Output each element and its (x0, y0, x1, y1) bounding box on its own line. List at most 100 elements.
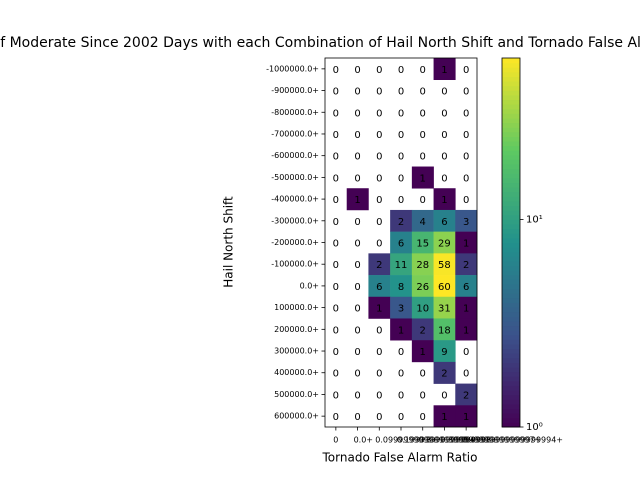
colorbar-frame (501, 57, 521, 428)
heatmap-cell (390, 296, 413, 319)
colorbar-segment (502, 371, 520, 377)
cell-label: 0 (376, 390, 382, 401)
x-axis-label: Tornado False Alarm Ratio (322, 451, 478, 465)
colorbar-segment (502, 362, 520, 368)
cell-label: 0 (463, 347, 469, 358)
cell-label: 0 (354, 369, 360, 380)
cell-label: 0 (398, 65, 404, 76)
y-tick-label: -900000.0+ (271, 86, 319, 95)
cell-label: 0 (398, 108, 404, 119)
cell-label: 0 (376, 65, 382, 76)
colorbar-segment (502, 136, 520, 142)
colorbar-segment (502, 422, 520, 428)
colorbar-segment (502, 131, 520, 137)
cell-label: 0 (463, 195, 469, 206)
heatmap-cell (411, 275, 434, 298)
colorbar-tick-label: 10⁰ (526, 422, 543, 433)
y-tick-label: 400000.0+ (274, 368, 319, 377)
cell-label: 1 (420, 347, 426, 358)
heatmap-cell (433, 318, 456, 341)
y-tick-label: -100000.0+ (271, 260, 319, 269)
x-tick-label: 0.0+ (354, 436, 373, 445)
cell-label: 0 (333, 412, 339, 423)
cell-label: 0 (354, 152, 360, 163)
colorbar-segment (502, 330, 520, 336)
colorbar-segment (502, 316, 520, 322)
cell-label: 0 (354, 239, 360, 250)
heatmap-cell (411, 166, 434, 189)
colorbar-segment (502, 76, 520, 82)
cell-label: 0 (376, 87, 382, 98)
cell-label: 0 (376, 195, 382, 206)
cell-label: 0 (441, 108, 447, 119)
cell-label: 15 (416, 239, 429, 250)
heatmap-cell (433, 275, 456, 298)
heatmap-cell (433, 296, 456, 319)
y-tick-label: 300000.0+ (274, 347, 319, 356)
cell-label: 3 (463, 217, 469, 228)
colorbar-segment (502, 413, 520, 419)
cell-label: 0 (333, 369, 339, 380)
heatmap-cell (368, 296, 391, 319)
colorbar-segment (502, 200, 520, 207)
colorbar-segment (502, 127, 520, 133)
cell-label: 0 (333, 239, 339, 250)
colorbar-segment (502, 247, 520, 253)
y-tick-label: -600000.0+ (271, 151, 319, 160)
colorbar-segment (502, 122, 520, 128)
colorbar-segment (502, 320, 520, 327)
cell-label: 0 (333, 195, 339, 206)
colorbar-segment (502, 256, 520, 262)
x-tick-label: 0.19999999999999998+ (397, 436, 498, 445)
cell-label: 6 (463, 282, 469, 293)
cell-label: 0 (354, 347, 360, 358)
colorbar-segment (502, 380, 520, 386)
y-tick-label: -800000.0+ (271, 108, 319, 117)
heatmap-cell (433, 253, 456, 276)
colorbar-segment (502, 164, 520, 170)
cell-label: 0 (398, 152, 404, 163)
cell-label: 0 (333, 130, 339, 141)
colorbar-segment (502, 325, 520, 331)
cell-label: 26 (416, 282, 429, 293)
cell-label: 0 (376, 130, 382, 141)
heatmap-cell (390, 275, 413, 298)
cell-label: 0 (333, 152, 339, 163)
cell-label: 2 (376, 260, 382, 271)
cell-label: 0 (420, 390, 426, 401)
cell-label: 0 (333, 260, 339, 271)
cell-label: 0 (354, 108, 360, 119)
heatmap-cell (455, 275, 478, 298)
cell-label: 60 (438, 282, 451, 293)
cell-label: 0 (398, 347, 404, 358)
colorbar-segment (502, 71, 520, 77)
cell-label: 6 (398, 239, 404, 250)
heatmap-cell (390, 318, 413, 341)
x-tick-label: 0.39999999999999997+ (440, 436, 541, 445)
cell-label: 28 (416, 260, 429, 271)
cell-label: 0 (333, 304, 339, 315)
colorbar-segment (502, 67, 520, 73)
cell-label: 2 (398, 217, 404, 228)
heatmap-cell (411, 296, 434, 319)
colorbar-segment (502, 339, 520, 345)
colorbar-segment (502, 85, 520, 91)
y-tick-label: -700000.0+ (271, 129, 319, 138)
cell-label: 0 (398, 87, 404, 98)
cell-label: 0 (398, 390, 404, 401)
cell-label: 0 (333, 108, 339, 119)
y-tick-label: -300000.0+ (271, 216, 319, 225)
colorbar-segment (502, 159, 520, 165)
cell-label: 1 (441, 412, 447, 423)
y-tick-label: -200000.0+ (271, 238, 319, 247)
y-tick-label: -500000.0+ (271, 173, 319, 182)
colorbar-segment (502, 94, 520, 101)
y-tick-label: 500000.0+ (274, 390, 319, 399)
x-tick-label: 0.09999999999999999+ (375, 436, 476, 445)
heatmap-cell (433, 209, 456, 232)
colorbar-segment (502, 237, 520, 243)
colorbar-segment (502, 81, 520, 87)
cell-label: 0 (463, 152, 469, 163)
colorbar-segment (502, 408, 520, 414)
colorbar-segment (502, 58, 520, 64)
